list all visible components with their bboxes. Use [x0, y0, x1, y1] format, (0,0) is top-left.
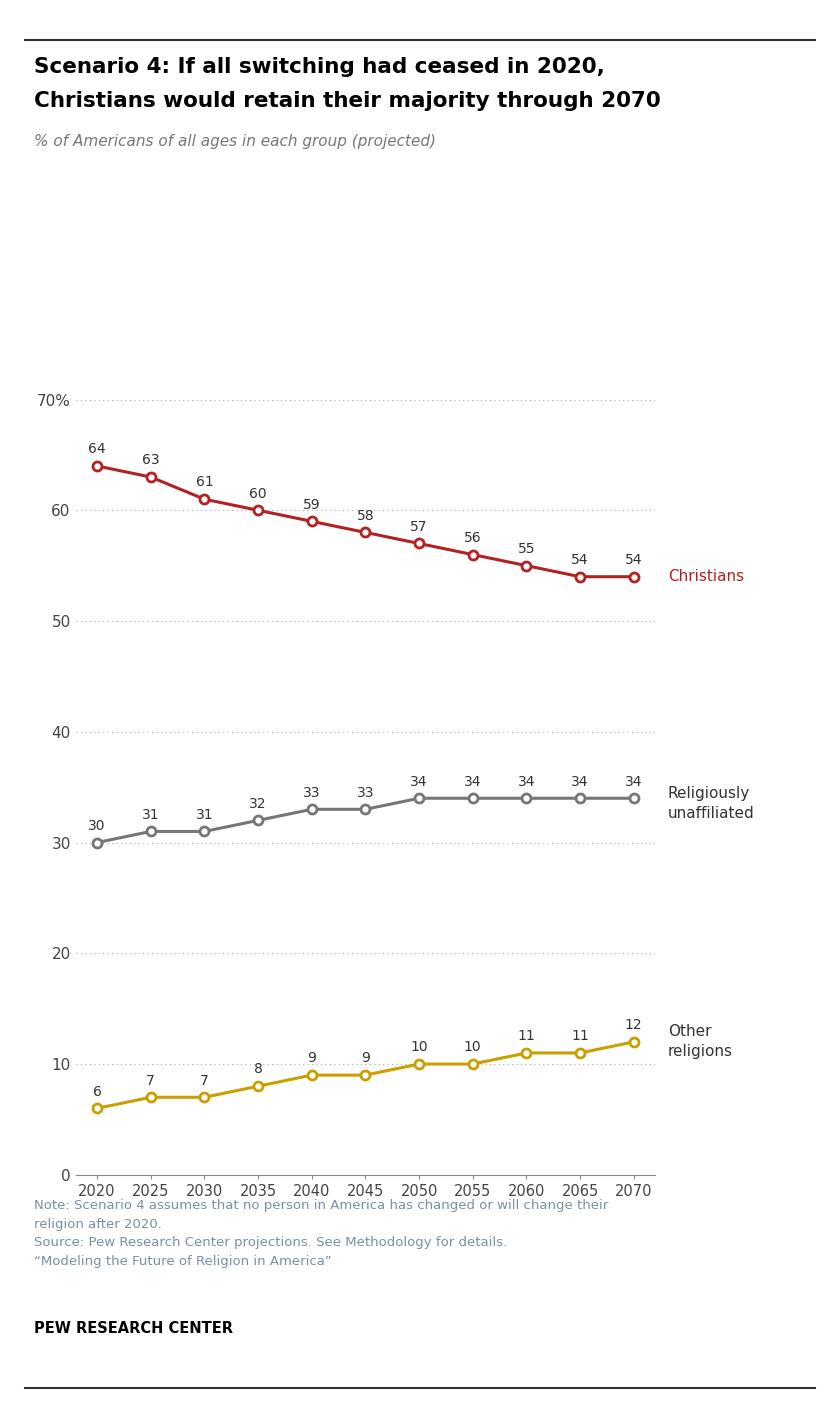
Text: Religiously
unaffiliated: Religiously unaffiliated: [668, 786, 754, 822]
Text: 34: 34: [410, 775, 428, 789]
Text: 11: 11: [517, 1030, 535, 1044]
Text: 9: 9: [307, 1051, 316, 1065]
Text: 8: 8: [254, 1062, 263, 1077]
Text: 31: 31: [196, 807, 213, 822]
Text: 64: 64: [88, 443, 106, 456]
Text: 7: 7: [200, 1074, 209, 1088]
Text: % of Americans of all ages in each group (projected): % of Americans of all ages in each group…: [34, 134, 436, 150]
Text: 30: 30: [88, 819, 106, 833]
Text: 54: 54: [625, 553, 643, 567]
Text: 56: 56: [464, 531, 481, 545]
Text: 58: 58: [357, 508, 374, 523]
Text: 61: 61: [196, 476, 213, 490]
Text: 9: 9: [361, 1051, 370, 1065]
Text: Note: Scenario 4 assumes that no person in America has changed or will change th: Note: Scenario 4 assumes that no person …: [34, 1199, 608, 1267]
Text: 6: 6: [92, 1085, 102, 1099]
Text: 12: 12: [625, 1018, 643, 1032]
Text: 7: 7: [146, 1074, 155, 1088]
Text: Scenario 4: If all switching had ceased in 2020,: Scenario 4: If all switching had ceased …: [34, 57, 605, 77]
Text: 31: 31: [142, 807, 160, 822]
Text: 57: 57: [410, 520, 428, 534]
Text: 55: 55: [517, 543, 535, 555]
Text: 10: 10: [464, 1041, 481, 1054]
Text: 54: 54: [571, 553, 589, 567]
Text: 33: 33: [357, 786, 374, 800]
Text: 34: 34: [464, 775, 481, 789]
Text: PEW RESEARCH CENTER: PEW RESEARCH CENTER: [34, 1321, 233, 1337]
Text: 60: 60: [249, 487, 267, 501]
Text: 63: 63: [142, 453, 160, 467]
Text: 34: 34: [625, 775, 643, 789]
Text: 33: 33: [303, 786, 321, 800]
Text: Christians: Christians: [668, 570, 744, 584]
Text: 34: 34: [517, 775, 535, 789]
Text: 10: 10: [410, 1041, 428, 1054]
Text: 59: 59: [303, 497, 321, 511]
Text: Other
religions: Other religions: [668, 1024, 732, 1059]
Text: 11: 11: [571, 1030, 589, 1044]
Text: 34: 34: [571, 775, 589, 789]
Text: 32: 32: [249, 796, 267, 810]
Text: Christians would retain their majority through 2070: Christians would retain their majority t…: [34, 91, 660, 111]
